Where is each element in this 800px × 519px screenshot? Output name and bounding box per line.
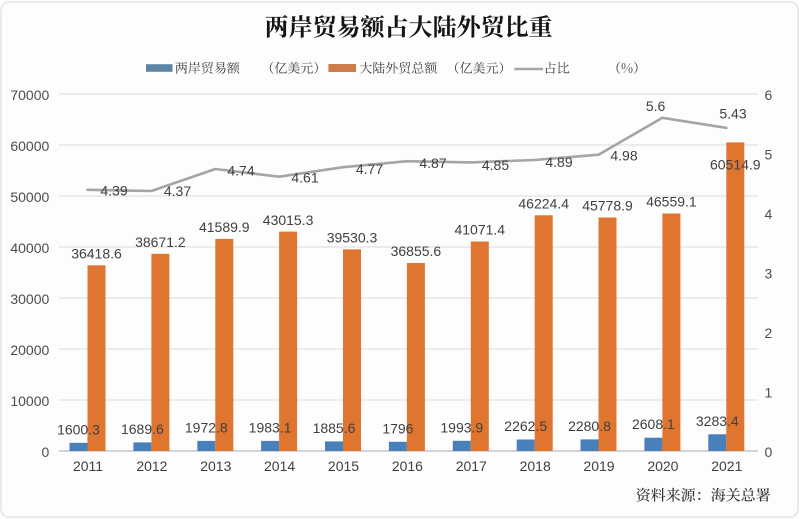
svg-text:1600.3: 1600.3 [57,421,100,437]
svg-text:2013: 2013 [200,458,231,474]
svg-text:5.6: 5.6 [646,98,666,114]
svg-text:1972.8: 1972.8 [185,419,228,435]
svg-text:2020: 2020 [647,458,678,474]
svg-text:50000: 50000 [10,189,49,205]
svg-text:4.98: 4.98 [610,148,637,164]
svg-text:38671.2: 38671.2 [135,234,186,250]
svg-text:4.87: 4.87 [419,155,446,171]
svg-text:2011: 2011 [73,458,103,474]
svg-text:4.74: 4.74 [227,163,254,179]
svg-text:43015.3: 43015.3 [263,212,314,228]
svg-text:1885.6: 1885.6 [313,420,356,436]
svg-text:30000: 30000 [10,291,49,307]
svg-text:2: 2 [765,325,773,341]
svg-text:41589.9: 41589.9 [199,219,250,235]
svg-text:46224.4: 46224.4 [518,196,569,212]
svg-text:46559.1: 46559.1 [646,194,697,210]
svg-text:1993.9: 1993.9 [440,419,483,435]
svg-text:1689.6: 1689.6 [121,421,164,437]
svg-text:60514.9: 60514.9 [710,157,761,173]
svg-text:36855.6: 36855.6 [391,243,442,259]
svg-text:5: 5 [765,147,773,163]
svg-text:41071.4: 41071.4 [454,222,505,238]
svg-text:2019: 2019 [583,458,614,474]
svg-text:2016: 2016 [392,458,423,474]
svg-text:20000: 20000 [10,342,49,358]
svg-text:70000: 70000 [10,87,49,103]
svg-text:2021: 2021 [711,458,742,474]
svg-text:0: 0 [42,444,50,460]
svg-text:5.43: 5.43 [719,106,746,122]
svg-text:6: 6 [765,87,773,103]
svg-text:45778.9: 45778.9 [582,198,633,214]
svg-text:4.89: 4.89 [545,154,572,170]
svg-text:2608.1: 2608.1 [632,416,675,432]
svg-text:4.77: 4.77 [356,161,383,177]
svg-text:4.37: 4.37 [164,183,191,199]
svg-text:3: 3 [765,266,773,282]
svg-text:2280.8: 2280.8 [568,418,611,434]
svg-text:0: 0 [765,444,773,460]
svg-text:4.85: 4.85 [482,157,509,173]
svg-text:3283.4: 3283.4 [696,413,739,429]
svg-text:2017: 2017 [456,458,487,474]
svg-text:10000: 10000 [10,393,49,409]
svg-text:1: 1 [765,385,773,401]
svg-text:1983.1: 1983.1 [249,419,292,435]
svg-text:4: 4 [765,206,773,222]
svg-text:2012: 2012 [136,458,167,474]
svg-text:40000: 40000 [10,240,49,256]
svg-text:1796: 1796 [382,420,413,436]
svg-text:36418.6: 36418.6 [71,246,122,262]
svg-text:60000: 60000 [10,138,49,154]
svg-text:2014: 2014 [264,458,295,474]
svg-text:4.39: 4.39 [100,182,127,198]
svg-text:2018: 2018 [520,458,551,474]
svg-text:2262.5: 2262.5 [504,418,547,434]
svg-text:4.61: 4.61 [291,170,318,186]
svg-text:39530.3: 39530.3 [327,230,378,246]
svg-text:2015: 2015 [328,458,359,474]
